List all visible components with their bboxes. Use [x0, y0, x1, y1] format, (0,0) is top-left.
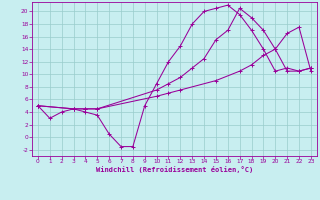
X-axis label: Windchill (Refroidissement éolien,°C): Windchill (Refroidissement éolien,°C): [96, 166, 253, 173]
